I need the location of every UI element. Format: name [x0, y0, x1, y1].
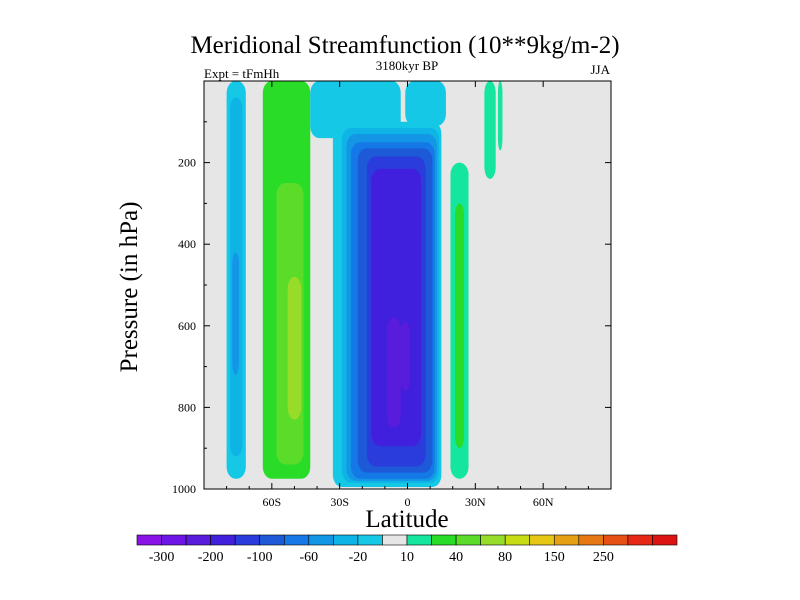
colorbar-swatch	[603, 534, 629, 546]
colorbar-swatch	[136, 534, 162, 546]
x-tick-label: 0	[405, 495, 411, 509]
colorbar-swatch	[333, 534, 359, 546]
colorbar-swatch	[529, 534, 555, 546]
y-axis-label: Pressure (in hPa)	[116, 202, 143, 373]
sh-polar-cell-core	[232, 252, 240, 375]
x-axis-label: Latitude	[365, 506, 448, 533]
colorbar-swatch	[406, 534, 432, 546]
chart-title: Meridional Streamfunction (10**9kg/m-2)	[190, 32, 619, 59]
colorbar-label: 40	[449, 550, 463, 565]
colorbar-label: -100	[247, 550, 273, 565]
hadley-cell-l9	[400, 321, 410, 392]
colorbar-swatch	[283, 534, 310, 546]
subtitle-left: Expt = tFmHh	[204, 66, 280, 81]
nh-ferrel-cell-inner	[454, 203, 465, 449]
colorbar-swatch	[308, 534, 334, 546]
sh-ferrel-cell-core	[287, 276, 302, 420]
hadley-cell-l8	[387, 317, 401, 428]
colorbar-swatch	[161, 534, 187, 546]
x-tick-label: 60N	[533, 495, 554, 509]
colorbar-label: -300	[149, 550, 175, 565]
y-tick-label: 800	[178, 400, 196, 414]
colorbar-label: 150	[544, 550, 565, 565]
colorbar-label: 10	[400, 550, 414, 565]
subtitle-right: JJA	[590, 62, 610, 77]
colorbar-label: -200	[198, 550, 224, 565]
colorbar-swatch	[431, 534, 457, 546]
x-tick-label: 60S	[262, 495, 281, 509]
contour-regions	[226, 81, 503, 487]
colorbar-swatch	[234, 534, 261, 546]
colorbar-swatch	[652, 534, 678, 546]
hadley-band-2	[405, 81, 446, 126]
colorbar-swatch	[627, 534, 653, 546]
y-tick-label: 200	[178, 156, 196, 170]
x-axis-ticks: 60S 30S 0 30N 60N	[226, 81, 589, 509]
colorbar-label: -60	[299, 550, 318, 565]
subtitle-center: 3180kyr BP	[376, 58, 438, 73]
y-tick-label: 1000	[172, 482, 196, 496]
colorbar-swatch	[455, 534, 481, 546]
colorbar-swatch	[357, 534, 383, 546]
colorbar: -300 -200 -100 -60 -20 10 40 80 150 250	[136, 534, 678, 565]
colorbar-label: 80	[498, 550, 512, 565]
colorbar-swatch	[259, 534, 285, 546]
colorbar-swatch	[553, 534, 580, 546]
colorbar-swatch	[480, 534, 506, 546]
colorbar-swatch	[185, 534, 211, 546]
nh-upper-cell-a	[484, 81, 496, 179]
colorbar-swatch	[210, 534, 236, 546]
y-axis-ticks: 200 400 600 800 1000	[172, 121, 611, 496]
x-tick-label: 30S	[330, 495, 349, 509]
y-tick-label: 400	[178, 237, 196, 251]
colorbar-label: 250	[593, 550, 614, 565]
colorbar-swatch	[382, 534, 408, 546]
nh-upper-cell-b	[497, 81, 503, 151]
colorbar-swatch	[578, 534, 604, 546]
y-tick-label: 600	[178, 319, 196, 333]
colorbar-label: -20	[349, 550, 368, 565]
x-tick-label: 30N	[465, 495, 486, 509]
colorbar-swatch	[504, 534, 531, 546]
